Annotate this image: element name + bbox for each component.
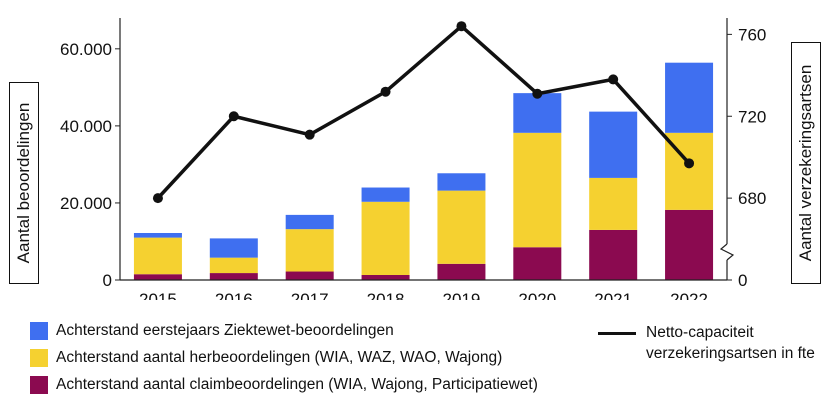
legend-label-herbeoordelingen: Achterstand aantal herbeoordelingen (WIA… [56, 349, 503, 366]
bar-2021-series-1 [589, 177, 638, 230]
line-point-2017 [304, 129, 315, 140]
legend-label-capaciteit: Netto-capaciteit verzekeringsartsen in f… [646, 322, 815, 364]
x-tick-label-2022: 2022 [670, 290, 708, 300]
bar-2015-series-0 [133, 274, 182, 280]
legend-swatch-yellow [30, 349, 48, 367]
legend-label-ziektewet: Achterstand eerstejaars Ziektewet-beoord… [56, 322, 394, 339]
line-point-2022 [684, 158, 695, 169]
bar-2020-series-0 [513, 247, 562, 280]
bar-2017-series-0 [285, 271, 334, 280]
legend-swatch-blue [30, 322, 48, 340]
bar-2019-series-2 [437, 173, 486, 191]
y-axis-label-left-text: Aantal beoordelingen [14, 102, 33, 264]
bar-2022-series-0 [665, 209, 714, 280]
y-tick-label-left-20000: 20.000 [60, 194, 112, 213]
bar-2016-series-1 [209, 257, 258, 274]
y-tick-label-left-0: 0 [103, 271, 112, 290]
y-axis-label-right-text: Aantal verzekeringsartsen [796, 64, 815, 262]
legend-swatch-maroon [30, 376, 48, 394]
y-tick-label-left-60000: 60.000 [60, 40, 112, 59]
bar-2015-series-2 [133, 232, 182, 238]
line-point-2020 [532, 88, 543, 99]
line-point-2015 [152, 193, 163, 204]
legend-label-claimbeoordelingen: Achterstand aantal claimbeoordelingen (W… [56, 376, 538, 393]
x-tick-label-2020: 2020 [518, 290, 556, 300]
x-tick-label-2015: 2015 [139, 290, 177, 300]
y-axis-label-right: Aantal verzekeringsartsen [791, 42, 821, 284]
bar-2016-series-0 [209, 273, 258, 280]
x-tick-label-2021: 2021 [594, 290, 632, 300]
line-point-2019 [456, 21, 467, 32]
legend-item-ziektewet: Achterstand eerstejaars Ziektewet-beoord… [30, 322, 394, 340]
y-tick-label-left-40000: 40.000 [60, 117, 112, 136]
legend-label-capaciteit-line2: verzekeringsartsen in fte [646, 345, 815, 362]
bar-2017-series-1 [285, 229, 334, 272]
x-tick-label-2019: 2019 [443, 290, 481, 300]
bar-2016-series-2 [209, 238, 258, 258]
y-axis-label-left: Aantal beoordelingen [9, 82, 39, 284]
legend-item-claimbeoordelingen: Achterstand aantal claimbeoordelingen (W… [30, 376, 538, 394]
y-tick-label-right-680: 680 [738, 189, 766, 208]
line-point-2018 [380, 86, 391, 97]
bar-2018-series-1 [361, 201, 410, 275]
x-tick-label-2017: 2017 [291, 290, 329, 300]
chart-plot: 2015 2016 2017 2018 2019 2020 2021 2022 0 20.000 4… [60, 18, 766, 300]
bar-2018-series-2 [361, 187, 410, 202]
bar-2021-series-0 [589, 229, 638, 280]
y-tick-label-right-0: 0 [738, 271, 747, 290]
line-series-capaciteit [156, 24, 691, 200]
legend-line-swatch [598, 332, 636, 335]
bar-2018-series-0 [361, 274, 410, 280]
legend-item-herbeoordelingen: Achterstand aantal herbeoordelingen (WIA… [30, 349, 502, 367]
bar-2022-series-2 [665, 62, 714, 133]
bar-2015-series-1 [133, 237, 182, 275]
x-tick-label-2018: 2018 [367, 290, 405, 300]
bar-2019-series-1 [437, 190, 486, 264]
line-point-2016 [228, 111, 239, 122]
bar-2017-series-2 [285, 214, 334, 230]
line-point-2021 [608, 74, 619, 85]
y-axis-right-break [719, 243, 735, 261]
legend-label-capaciteit-line1: Netto-capaciteit [646, 324, 754, 341]
bar-2020-series-2 [513, 93, 562, 133]
x-tick-label-2016: 2016 [215, 290, 253, 300]
bar-2019-series-0 [437, 263, 486, 280]
y-tick-label-right-720: 720 [738, 107, 766, 126]
bar-2020-series-1 [513, 132, 562, 248]
bar-2021-series-2 [589, 111, 638, 178]
y-tick-label-right-760: 760 [738, 25, 766, 44]
